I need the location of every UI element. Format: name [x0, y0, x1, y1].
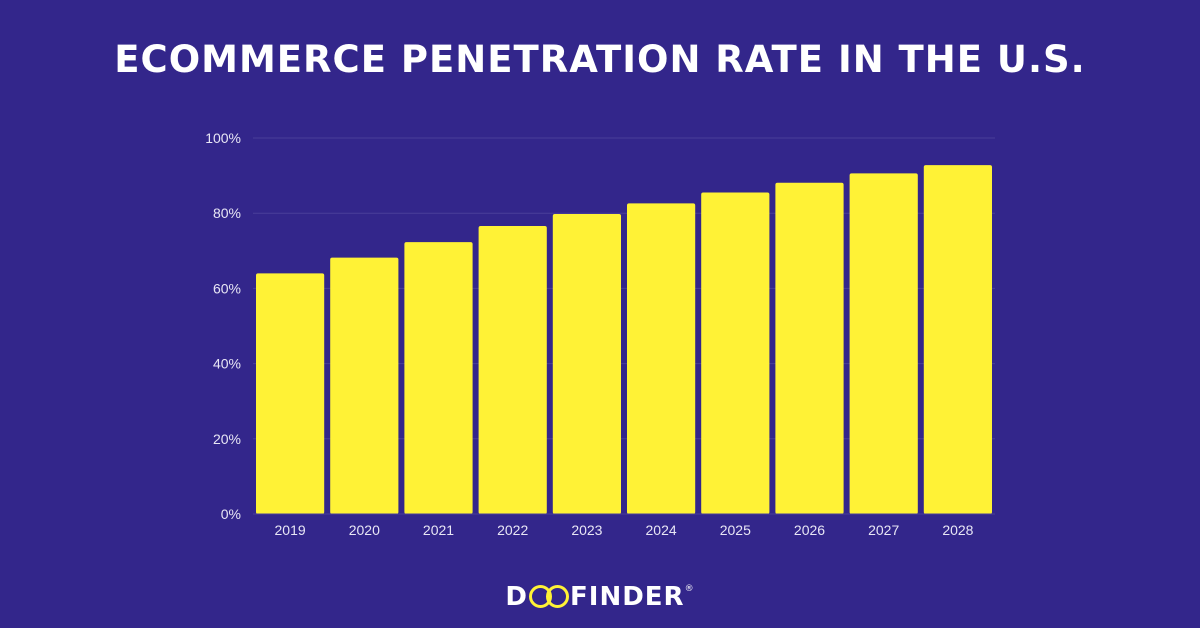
- doofinder-logo: D FINDER®: [0, 582, 1200, 612]
- bar: [627, 203, 696, 514]
- logo-prefix: D: [505, 582, 529, 612]
- bar: [256, 273, 325, 514]
- y-tick-label: 0%: [221, 506, 241, 522]
- x-tick-label: 2027: [868, 522, 899, 538]
- y-tick-label: 40%: [213, 356, 241, 372]
- x-tick-label: 2023: [571, 522, 602, 538]
- bar: [923, 165, 992, 514]
- x-tick-label: 2020: [349, 522, 380, 538]
- x-tick-label: 2022: [497, 522, 528, 538]
- y-tick-label: 20%: [213, 431, 241, 447]
- x-tick-label: 2028: [942, 522, 973, 538]
- chart-title: ECOMMERCE PENETRATION RATE IN THE U.S.: [114, 38, 1086, 81]
- bar: [701, 192, 770, 514]
- x-tick-label: 2024: [646, 522, 677, 538]
- bar: [775, 182, 844, 514]
- bar: [552, 213, 621, 514]
- y-tick-label: 100%: [205, 130, 241, 146]
- bar: [478, 225, 547, 514]
- x-tick-label: 2026: [794, 522, 825, 538]
- y-tick-label: 60%: [213, 280, 241, 296]
- bar: [330, 257, 399, 514]
- logo-suffix: FINDER: [570, 582, 685, 612]
- y-tick-label: 80%: [213, 205, 241, 221]
- x-tick-label: 2021: [423, 522, 454, 538]
- bar: [404, 242, 473, 515]
- x-tick-label: 2019: [275, 522, 306, 538]
- logo-infinity-icon: [529, 585, 570, 608]
- bar: [849, 173, 918, 514]
- x-tick-label: 2025: [720, 522, 751, 538]
- logo-registered-mark: ®: [684, 584, 695, 594]
